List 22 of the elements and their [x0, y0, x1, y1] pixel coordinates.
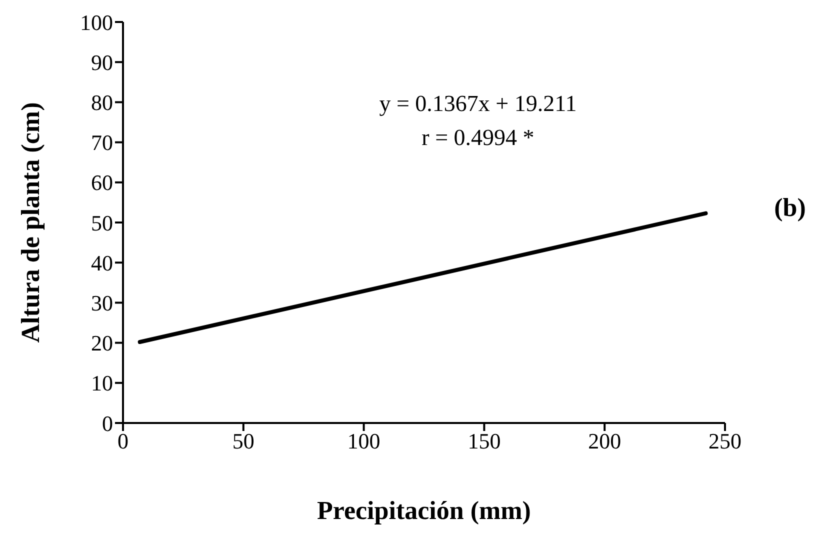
y-tick-label: 0 [102, 410, 113, 436]
y-axis-title: Altura de planta (cm) [16, 102, 46, 343]
annotation: r = 0.4994 * [422, 125, 534, 150]
y-tick-label: 10 [91, 370, 113, 396]
y-tick-label: 40 [91, 250, 113, 276]
y-tick-label: 100 [80, 10, 113, 35]
x-tick-label: 150 [468, 428, 501, 454]
annotation: y = 0.1367x + 19.211 [379, 91, 577, 116]
x-tick-label: 250 [708, 428, 742, 454]
text: (b) [774, 193, 806, 222]
y-tick-label: 20 [91, 330, 113, 356]
x-tick-label: 100 [347, 428, 380, 454]
y-tick-label: 90 [91, 50, 113, 75]
y-tick-label: 80 [91, 90, 113, 116]
x-tick-label: 50 [232, 428, 254, 454]
x-axis-title: Precipitación (mm) [317, 496, 531, 525]
y-tick-label: 30 [91, 290, 113, 316]
x-tick-label: 200 [588, 428, 622, 454]
y-tick-label: 60 [91, 170, 113, 196]
y-tick-label: 50 [91, 210, 113, 236]
x-tick-label: 0 [118, 428, 128, 454]
y-tick-label: 70 [91, 130, 113, 156]
